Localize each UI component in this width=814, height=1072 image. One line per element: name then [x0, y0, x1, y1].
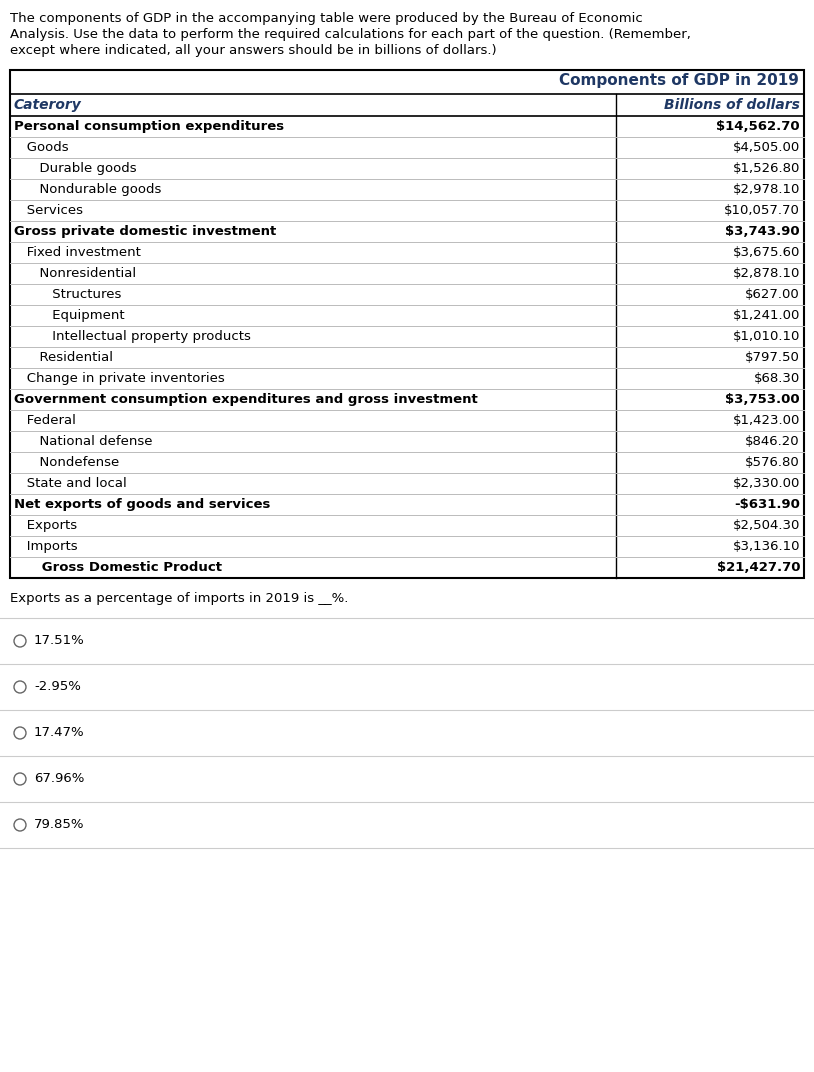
Circle shape [14, 727, 26, 739]
Text: Residential: Residential [14, 351, 113, 364]
Text: Exports: Exports [14, 519, 77, 532]
Circle shape [14, 635, 26, 647]
Text: $3,136.10: $3,136.10 [733, 540, 800, 553]
Text: $4,505.00: $4,505.00 [733, 142, 800, 154]
Text: $14,562.70: $14,562.70 [716, 120, 800, 133]
Text: Gross private domestic investment: Gross private domestic investment [14, 225, 276, 238]
Text: $576.80: $576.80 [746, 456, 800, 470]
Text: Goods: Goods [14, 142, 68, 154]
Text: $2,504.30: $2,504.30 [733, 519, 800, 532]
Text: $846.20: $846.20 [746, 435, 800, 448]
Text: Fixed investment: Fixed investment [14, 245, 141, 259]
Text: $1,010.10: $1,010.10 [733, 330, 800, 343]
Text: Change in private inventories: Change in private inventories [14, 372, 225, 385]
Text: Analysis. Use the data to perform the required calculations for each part of the: Analysis. Use the data to perform the re… [10, 28, 691, 41]
Text: Nonresidential: Nonresidential [14, 267, 136, 280]
Text: Structures: Structures [14, 288, 121, 301]
Text: Caterory: Caterory [14, 98, 81, 111]
Text: $21,427.70: $21,427.70 [716, 561, 800, 574]
Text: except where indicated, all your answers should be in billions of dollars.): except where indicated, all your answers… [10, 44, 497, 57]
Text: -$631.90: -$631.90 [734, 498, 800, 511]
Text: $3,743.90: $3,743.90 [725, 225, 800, 238]
Text: $2,978.10: $2,978.10 [733, 183, 800, 196]
Text: $797.50: $797.50 [745, 351, 800, 364]
Text: $68.30: $68.30 [754, 372, 800, 385]
Text: Exports as a percentage of imports in 2019 is __%.: Exports as a percentage of imports in 20… [10, 592, 348, 605]
Text: Personal consumption expenditures: Personal consumption expenditures [14, 120, 284, 133]
Text: Components of GDP in 2019: Components of GDP in 2019 [559, 74, 799, 89]
Text: Federal: Federal [14, 414, 76, 427]
Text: National defense: National defense [14, 435, 152, 448]
Circle shape [14, 681, 26, 693]
Text: $10,057.70: $10,057.70 [724, 204, 800, 217]
Text: Government consumption expenditures and gross investment: Government consumption expenditures and … [14, 393, 478, 406]
Text: $2,330.00: $2,330.00 [733, 477, 800, 490]
Text: 79.85%: 79.85% [34, 819, 85, 832]
Text: 67.96%: 67.96% [34, 773, 85, 786]
Text: The components of GDP in the accompanying table were produced by the Bureau of E: The components of GDP in the accompanyin… [10, 12, 643, 25]
Text: Durable goods: Durable goods [14, 162, 137, 175]
Circle shape [14, 773, 26, 785]
Text: 17.51%: 17.51% [34, 635, 85, 647]
Text: Nondefense: Nondefense [14, 456, 119, 470]
Text: 17.47%: 17.47% [34, 727, 85, 740]
Text: $1,423.00: $1,423.00 [733, 414, 800, 427]
Text: Imports: Imports [14, 540, 77, 553]
Bar [10, 70, 804, 578]
Text: $1,241.00: $1,241.00 [733, 309, 800, 322]
Text: Nondurable goods: Nondurable goods [14, 183, 161, 196]
Text: $2,878.10: $2,878.10 [733, 267, 800, 280]
Text: $3,675.60: $3,675.60 [733, 245, 800, 259]
Text: $3,753.00: $3,753.00 [725, 393, 800, 406]
Text: Net exports of goods and services: Net exports of goods and services [14, 498, 270, 511]
Text: Intellectual property products: Intellectual property products [14, 330, 251, 343]
Text: Equipment: Equipment [14, 309, 125, 322]
Text: Billions of dollars: Billions of dollars [664, 98, 800, 111]
Text: $1,526.80: $1,526.80 [733, 162, 800, 175]
Text: Gross Domestic Product: Gross Domestic Product [14, 561, 222, 574]
Text: Services: Services [14, 204, 83, 217]
Text: State and local: State and local [14, 477, 127, 490]
Text: $627.00: $627.00 [746, 288, 800, 301]
Circle shape [14, 819, 26, 831]
Text: -2.95%: -2.95% [34, 681, 81, 694]
